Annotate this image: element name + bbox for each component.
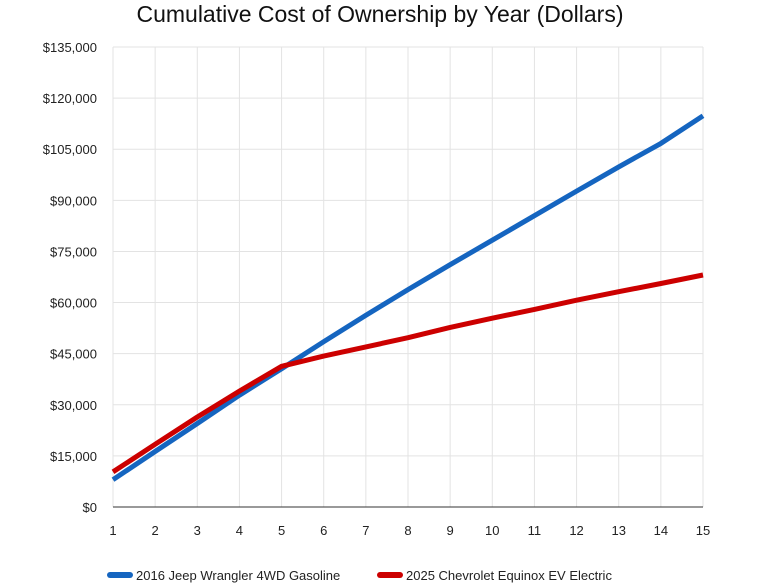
x-tick-label: 5 (278, 523, 285, 538)
x-tick-label: 11 (528, 523, 542, 538)
grid (112, 46, 704, 508)
y-tick-label: $0 (83, 500, 97, 515)
series-line-1 (111, 113, 705, 482)
x-tick-label: 2 (152, 523, 159, 538)
y-tick-label: $45,000 (50, 347, 97, 362)
chart-title: Cumulative Cost of Ownership by Year (Do… (136, 1, 624, 27)
x-tick-label: 13 (611, 523, 625, 538)
legend: 2016 Jeep Wrangler 4WD Gasoline 2025 Chev… (107, 568, 612, 583)
x-tick-label: 9 (447, 523, 454, 538)
x-tick-label: 8 (404, 523, 411, 538)
y-tick-label: $135,000 (43, 40, 97, 55)
y-tick-label: $105,000 (43, 142, 97, 157)
series-line-2 (111, 272, 704, 474)
y-tick-label: $60,000 (50, 296, 97, 311)
x-tick-label: 10 (485, 523, 499, 538)
series-lines (111, 113, 705, 482)
y-tick-label: $30,000 (50, 398, 97, 413)
y-tick-label: $120,000 (43, 91, 97, 106)
axes: $0 $15,000 $30,000 $45,000 $60,000 $75,000 $90… (43, 40, 710, 538)
x-tick-label: 14 (654, 523, 668, 538)
y-tick-label: $15,000 (50, 449, 97, 464)
y-tick-label: $75,000 (50, 244, 97, 259)
x-tick-label: 3 (194, 523, 201, 538)
x-tick-label: 15 (696, 523, 710, 538)
x-tick-label: 1 (109, 523, 116, 538)
x-tick-label: 12 (569, 523, 583, 538)
legend-label-1: 2016 Jeep Wrangler 4WD Gasoline (136, 568, 340, 583)
x-tick-label: 4 (236, 523, 243, 538)
x-tick-label: 7 (362, 523, 369, 538)
y-tick-label: $90,000 (50, 193, 97, 208)
legend-label-2: 2025 Chevrolet Equinox EV Electric (406, 568, 612, 583)
x-tick-label: 6 (320, 523, 327, 538)
